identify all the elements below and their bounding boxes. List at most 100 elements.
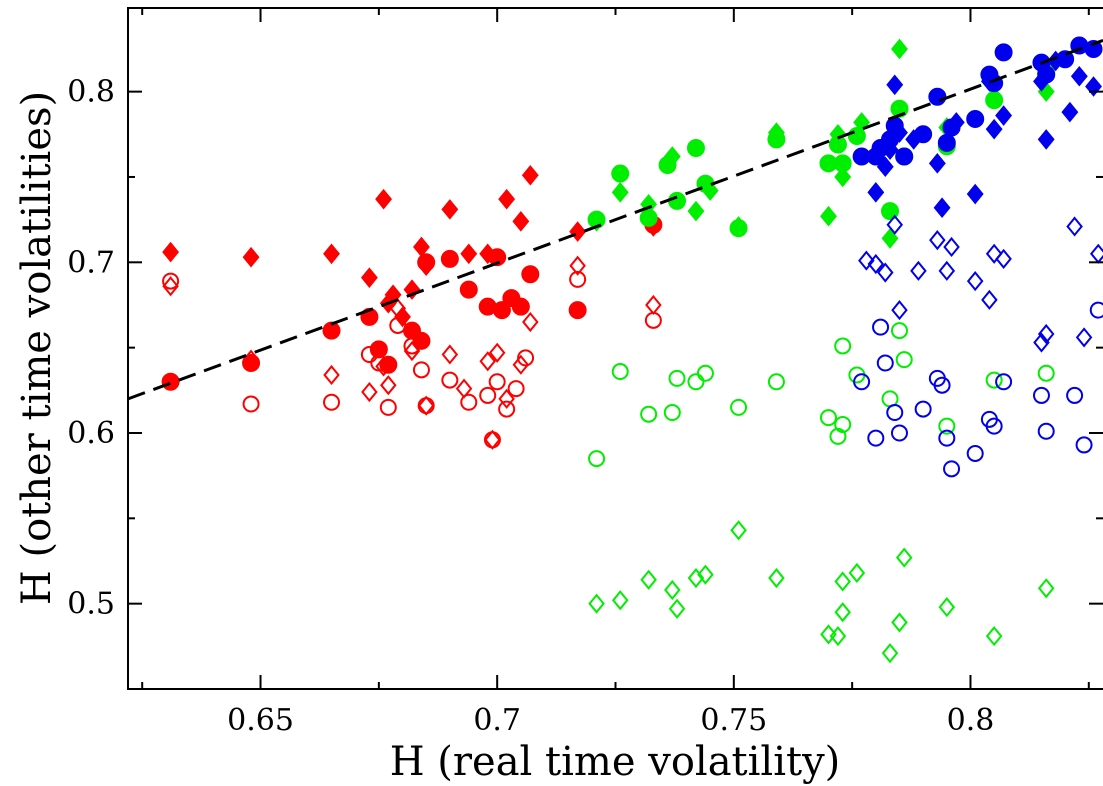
series-3-open-diamond-point-18 bbox=[645, 294, 662, 316]
series-11-open-diamond-point-16 bbox=[1075, 327, 1093, 348]
plot-frame bbox=[127, 7, 1103, 690]
series-7-open-diamond-point-18 bbox=[985, 626, 1003, 647]
series-3-open-diamond-point-2 bbox=[323, 364, 340, 386]
series-10-open-circle-point-3 bbox=[876, 354, 894, 372]
series-11-open-diamond-point-4 bbox=[891, 300, 908, 321]
series-4-filled-diamond-point-1 bbox=[611, 182, 629, 203]
series-2-open-circle-point-18 bbox=[569, 270, 587, 288]
series-2-open-circle-point-14 bbox=[488, 373, 506, 391]
series-7-open-diamond-point-4 bbox=[668, 598, 686, 619]
series-1-filled-circle-point-10 bbox=[459, 280, 478, 299]
series-11-open-diamond-point-5 bbox=[910, 260, 927, 281]
series-5-filled-circle-point-1 bbox=[611, 164, 630, 183]
series-0-filled-diamond-point-18 bbox=[394, 306, 411, 328]
series-2-open-circle-point-19 bbox=[644, 311, 662, 329]
series-11-open-diamond-point-17 bbox=[1090, 243, 1103, 264]
series-0-filled-diamond-point-9 bbox=[441, 199, 459, 220]
series-3-open-diamond-point-0 bbox=[162, 276, 179, 297]
series-10-open-circle-point-13 bbox=[985, 417, 1003, 435]
series-9-filled-circle-point-7 bbox=[928, 87, 947, 106]
series-3-open-diamond-point-17 bbox=[569, 255, 586, 276]
series-3-open-diamond-point-10 bbox=[455, 378, 473, 399]
series-0-filled-diamond-point-1 bbox=[242, 246, 260, 268]
series-11-open-diamond-point-1 bbox=[867, 253, 885, 275]
series-7-open-diamond-point-11 bbox=[834, 602, 851, 623]
series-6-open-circle-point-16 bbox=[895, 351, 913, 369]
series-3-open-diamond-point-12 bbox=[484, 429, 501, 450]
series-8-filled-diamond-point-11 bbox=[985, 118, 1003, 140]
series-6-open-circle-point-15 bbox=[890, 322, 908, 340]
series-6-open-circle-point-1 bbox=[611, 363, 629, 381]
series-10-open-circle-point-14 bbox=[995, 373, 1013, 391]
series-11-open-diamond-point-10 bbox=[981, 289, 998, 310]
series-6-open-circle-point-3 bbox=[663, 404, 681, 422]
series-11-open-diamond-point-2 bbox=[877, 262, 894, 283]
x-tick-label: 0.75 bbox=[700, 703, 767, 738]
y-tick-label: 0.5 bbox=[67, 587, 115, 622]
series-10-open-circle-point-16 bbox=[1037, 422, 1055, 440]
series-7-open-diamond-point-19 bbox=[1037, 578, 1055, 599]
series-4-filled-diamond-point-13 bbox=[891, 38, 908, 60]
series-2-open-circle-point-5 bbox=[379, 398, 397, 416]
series-3-open-diamond-point-4 bbox=[375, 356, 392, 377]
series-6-open-circle-point-9 bbox=[819, 409, 837, 427]
series-2-open-circle-point-10 bbox=[441, 371, 459, 389]
series-11-open-diamond-point-0 bbox=[858, 250, 875, 271]
series-3-open-diamond-point-5 bbox=[380, 375, 397, 396]
series-8-filled-diamond-point-18 bbox=[1085, 76, 1102, 97]
series-7-open-diamond-point-12 bbox=[834, 571, 851, 592]
series-2-open-circle-point-3 bbox=[360, 345, 378, 363]
series-5-filled-circle-point-4 bbox=[668, 191, 687, 210]
series-7-open-diamond-point-2 bbox=[640, 569, 657, 590]
series-2-open-circle-point-12 bbox=[479, 386, 497, 404]
series-6-open-circle-point-2 bbox=[640, 405, 658, 423]
series-1-filled-circle-point-12 bbox=[488, 248, 507, 267]
series-6-open-circle-point-17 bbox=[938, 417, 956, 435]
series-7-open-diamond-point-9 bbox=[820, 624, 837, 645]
series-5-filled-circle-point-11 bbox=[833, 154, 852, 173]
series-9-filled-circle-point-16 bbox=[1056, 50, 1075, 69]
series-9-filled-circle-point-15 bbox=[1037, 65, 1056, 84]
series-9-filled-circle-point-9 bbox=[942, 118, 961, 137]
series-6-open-circle-point-5 bbox=[687, 373, 705, 391]
series-7-open-diamond-point-17 bbox=[938, 596, 956, 618]
series-8-filled-diamond-point-9 bbox=[966, 183, 984, 205]
series-9-filled-circle-point-8 bbox=[937, 133, 956, 152]
series-11-open-diamond-point-3 bbox=[886, 214, 904, 235]
series-8-filled-diamond-point-12 bbox=[995, 105, 1013, 126]
series-9-filled-circle-point-18 bbox=[1084, 39, 1103, 58]
series-1-filled-circle-point-8 bbox=[417, 253, 436, 272]
y-tick-label: 0.7 bbox=[67, 245, 115, 280]
series-10-open-circle-point-1 bbox=[867, 429, 885, 447]
series-8-filled-diamond-point-3 bbox=[886, 74, 904, 96]
series-7-open-diamond-point-13 bbox=[848, 562, 866, 584]
series-3-open-diamond-point-14 bbox=[498, 388, 515, 409]
series-10-open-circle-point-2 bbox=[872, 318, 890, 336]
series-2-open-circle-point-11 bbox=[460, 393, 478, 411]
series-10-open-circle-point-17 bbox=[1066, 386, 1084, 404]
series-7-open-diamond-point-7 bbox=[730, 520, 747, 541]
series-1-filled-circle-point-7 bbox=[412, 331, 431, 350]
data-marks bbox=[161, 36, 1103, 664]
series-6-open-circle-point-19 bbox=[1037, 364, 1055, 382]
series-7-open-diamond-point-10 bbox=[829, 626, 847, 647]
series-3-open-diamond-point-9 bbox=[441, 344, 459, 365]
series-7-open-diamond-point-15 bbox=[891, 612, 908, 633]
series-0-filled-diamond-point-14 bbox=[521, 164, 539, 186]
series-3-open-diamond-point-15 bbox=[512, 354, 530, 375]
series-2-open-circle-point-16 bbox=[507, 380, 525, 398]
series-0-filled-diamond-point-12 bbox=[498, 188, 516, 210]
series-11-open-diamond-point-9 bbox=[966, 271, 984, 292]
series-7-open-diamond-point-1 bbox=[611, 590, 629, 611]
series-7-open-diamond-point-3 bbox=[664, 579, 681, 601]
series-9-filled-circle-point-6 bbox=[914, 125, 933, 144]
series-0-filled-diamond-point-4 bbox=[375, 188, 393, 210]
series-2-open-circle-point-7 bbox=[403, 337, 421, 355]
y-tick-label: 0.8 bbox=[67, 75, 115, 110]
series-9-filled-circle-point-10 bbox=[966, 109, 985, 128]
series-8-filled-diamond-point-7 bbox=[933, 197, 951, 218]
series-2-open-circle-point-15 bbox=[498, 400, 516, 418]
series-10-open-circle-point-4 bbox=[886, 404, 904, 422]
series-11-open-diamond-point-11 bbox=[985, 243, 1003, 264]
series-0-filled-diamond-point-0 bbox=[162, 241, 180, 263]
